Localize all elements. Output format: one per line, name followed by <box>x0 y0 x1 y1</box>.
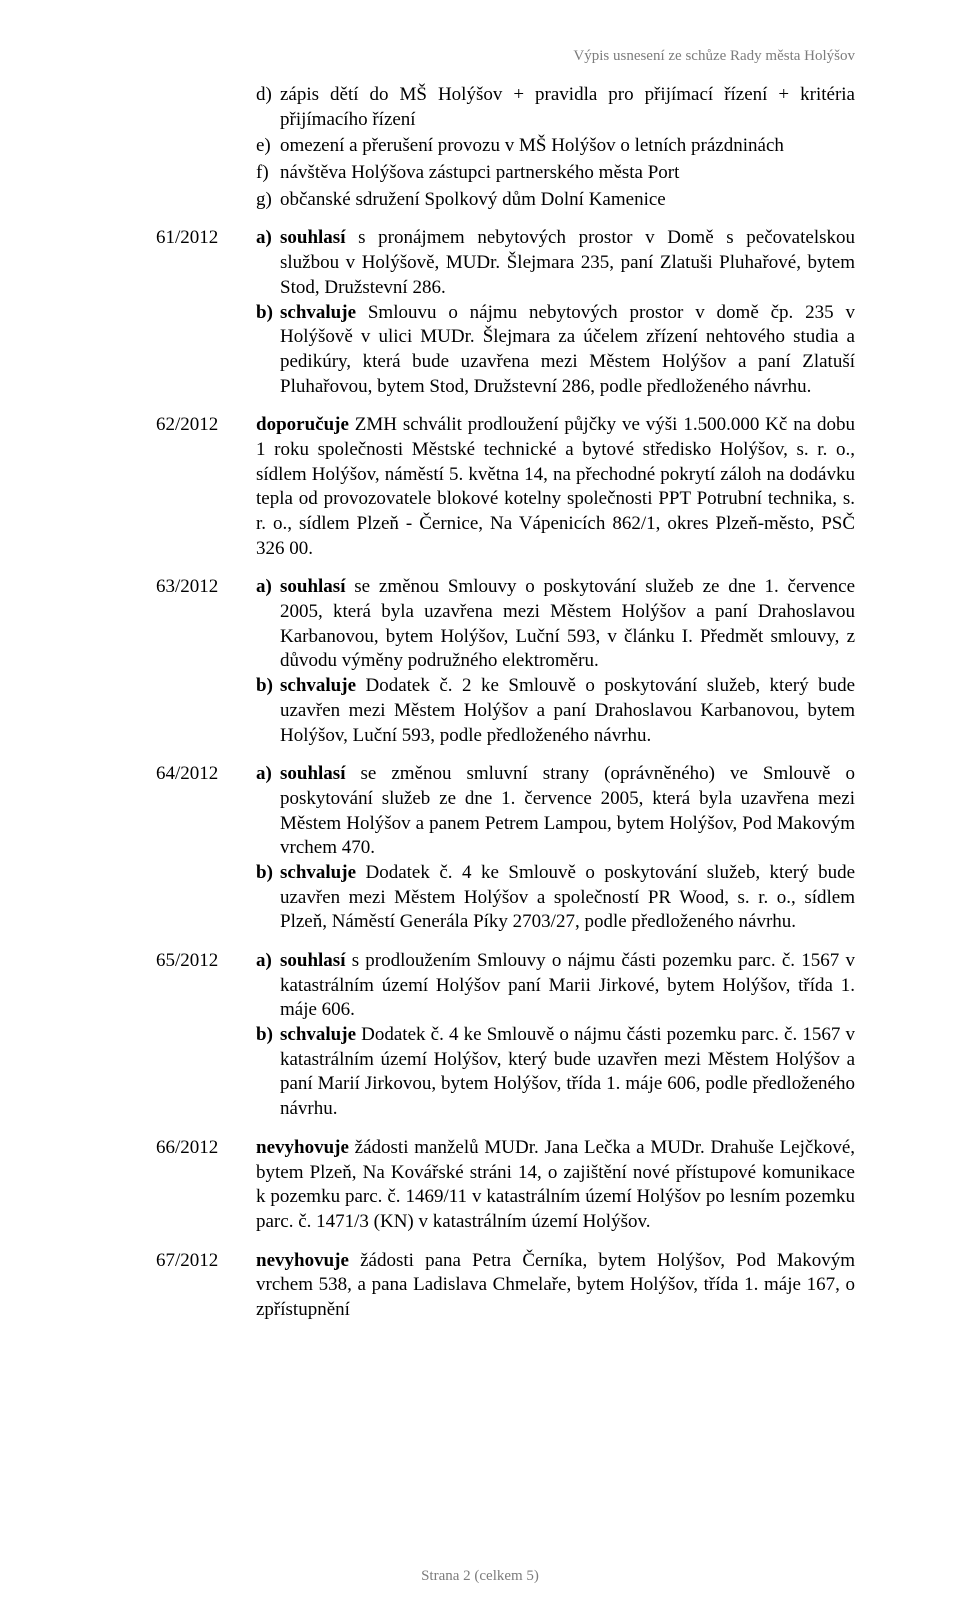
sub-rest: Dodatek č. 2 ke Smlouvě o poskytování sl… <box>280 675 855 745</box>
resolution-sub-item: b)schvaluje Dodatek č. 2 ke Smlouvě o po… <box>256 674 855 748</box>
intro-list-item: f)návštěva Holýšova zástupci partnerskéh… <box>256 161 855 186</box>
resolution-entry: 66/2012nevyhovuje žádosti manželů MUDr. … <box>156 1136 855 1235</box>
document-page: Výpis usnesení ze schůze Rady města Holý… <box>0 0 960 1617</box>
resolution-body: a)souhlasí s pronájmem nebytových prosto… <box>256 226 855 399</box>
resolution-body: a)souhlasí se změnou Smlouvy o poskytová… <box>256 575 855 748</box>
resolution-sub-item: b)schvaluje Dodatek č. 4 ke Smlouvě o po… <box>256 861 855 935</box>
resolution-number: 66/2012 <box>156 1136 256 1235</box>
header-note: Výpis usnesení ze schůze Rady města Holý… <box>156 48 855 65</box>
resolution-sub-item: b)schvaluje Dodatek č. 4 ke Smlouvě o ná… <box>256 1023 855 1122</box>
sub-rest: s prodloužením Smlouvy o nájmu části poz… <box>280 950 855 1020</box>
lead-word: schvaluje <box>280 1024 356 1045</box>
resolution-sub-item: a)souhlasí s pronájmem nebytových prosto… <box>256 226 855 300</box>
intro-list-item: e)omezení a přerušení provozu v MŠ Holýš… <box>256 134 855 159</box>
sub-text: schvaluje Dodatek č. 4 ke Smlouvě o posk… <box>280 861 855 935</box>
resolution-entry: 65/2012a)souhlasí s prodloužením Smlouvy… <box>156 949 855 1122</box>
resolution-number: 61/2012 <box>156 226 256 399</box>
sub-marker: a) <box>256 762 280 861</box>
lead-word: souhlasí <box>280 950 345 971</box>
resolution-sub-item: b)schvaluje Smlouvu o nájmu nebytových p… <box>256 301 855 400</box>
resolution-text: doporučuje ZMH schválit prodloužení půjč… <box>256 413 855 561</box>
resolution-body: doporučuje ZMH schválit prodloužení půjč… <box>256 413 855 561</box>
lead-word: schvaluje <box>280 302 356 323</box>
sub-text: souhlasí se změnou Smlouvy o poskytování… <box>280 575 855 674</box>
list-marker: d) <box>256 83 280 132</box>
resolution-sub-item: a)souhlasí s prodloužením Smlouvy o nájm… <box>256 949 855 1023</box>
resolution-sub-item: a)souhlasí se změnou smluvní strany (opr… <box>256 762 855 861</box>
resolution-body: a)souhlasí s prodloužením Smlouvy o nájm… <box>256 949 855 1122</box>
intro-list-item: d)zápis dětí do MŠ Holýšov + pravidla pr… <box>256 83 855 132</box>
sub-rest: Smlouvu o nájmu nebytových prostor v dom… <box>280 302 855 397</box>
sub-marker: b) <box>256 674 280 748</box>
resolution-entry: 63/2012a)souhlasí se změnou Smlouvy o po… <box>156 575 855 748</box>
resolution-sub-item: a)souhlasí se změnou Smlouvy o poskytová… <box>256 575 855 674</box>
lead-word: nevyhovuje <box>256 1137 349 1158</box>
resolution-body: nevyhovuje žádosti pana Petra Černíka, b… <box>256 1249 855 1323</box>
lead-word: schvaluje <box>280 862 356 883</box>
intro-list-item: g)občanské sdružení Spolkový dům Dolní K… <box>256 188 855 213</box>
sub-text: souhlasí se změnou smluvní strany (opráv… <box>280 762 855 861</box>
list-text: občanské sdružení Spolkový dům Dolní Kam… <box>280 188 855 213</box>
resolution-entries: 61/2012a)souhlasí s pronájmem nebytových… <box>156 226 855 1322</box>
resolution-number: 67/2012 <box>156 1249 256 1323</box>
list-marker: g) <box>256 188 280 213</box>
list-marker: f) <box>256 161 280 186</box>
sub-rest: se změnou smluvní strany (oprávněného) v… <box>280 763 855 858</box>
resolution-number: 63/2012 <box>156 575 256 748</box>
sub-rest: Dodatek č. 4 ke Smlouvě o poskytování sl… <box>280 862 855 932</box>
sub-rest: s pronájmem nebytových prostor v Domě s … <box>280 227 855 297</box>
list-text: omezení a přerušení provozu v MŠ Holýšov… <box>280 134 855 159</box>
lead-word: souhlasí <box>280 763 345 784</box>
lead-word: nevyhovuje <box>256 1250 349 1271</box>
resolution-rest: ZMH schválit prodloužení půjčky ve výši … <box>256 414 855 558</box>
resolution-body: nevyhovuje žádosti manželů MUDr. Jana Le… <box>256 1136 855 1235</box>
sub-text: schvaluje Smlouvu o nájmu nebytových pro… <box>280 301 855 400</box>
sub-marker: b) <box>256 301 280 400</box>
sub-marker: a) <box>256 949 280 1023</box>
resolution-entry: 62/2012doporučuje ZMH schválit prodlouže… <box>156 413 855 561</box>
page-footer: Strana 2 (celkem 5) <box>0 1568 960 1585</box>
lead-word: doporučuje <box>256 414 349 435</box>
sub-rest: se změnou Smlouvy o poskytování služeb z… <box>280 576 855 671</box>
sub-rest: Dodatek č. 4 ke Smlouvě o nájmu části po… <box>280 1024 855 1119</box>
sub-marker: a) <box>256 575 280 674</box>
resolution-text: nevyhovuje žádosti pana Petra Černíka, b… <box>256 1249 855 1323</box>
sub-text: schvaluje Dodatek č. 2 ke Smlouvě o posk… <box>280 674 855 748</box>
list-text: zápis dětí do MŠ Holýšov + pravidla pro … <box>280 83 855 132</box>
sub-marker: b) <box>256 1023 280 1122</box>
resolution-entry: 64/2012a)souhlasí se změnou smluvní stra… <box>156 762 855 935</box>
resolution-entry: 67/2012nevyhovuje žádosti pana Petra Čer… <box>156 1249 855 1323</box>
lead-word: schvaluje <box>280 675 356 696</box>
resolution-entry: 61/2012a)souhlasí s pronájmem nebytových… <box>156 226 855 399</box>
resolution-text: nevyhovuje žádosti manželů MUDr. Jana Le… <box>256 1136 855 1235</box>
sub-text: schvaluje Dodatek č. 4 ke Smlouvě o nájm… <box>280 1023 855 1122</box>
sub-marker: a) <box>256 226 280 300</box>
resolution-number: 62/2012 <box>156 413 256 561</box>
resolution-body: a)souhlasí se změnou smluvní strany (opr… <box>256 762 855 935</box>
sub-marker: b) <box>256 861 280 935</box>
intro-list: d)zápis dětí do MŠ Holýšov + pravidla pr… <box>156 83 855 212</box>
sub-text: souhlasí s pronájmem nebytových prostor … <box>280 226 855 300</box>
resolution-number: 65/2012 <box>156 949 256 1122</box>
list-marker: e) <box>256 134 280 159</box>
lead-word: souhlasí <box>280 227 345 248</box>
sub-text: souhlasí s prodloužením Smlouvy o nájmu … <box>280 949 855 1023</box>
list-text: návštěva Holýšova zástupci partnerského … <box>280 161 855 186</box>
lead-word: souhlasí <box>280 576 345 597</box>
resolution-number: 64/2012 <box>156 762 256 935</box>
